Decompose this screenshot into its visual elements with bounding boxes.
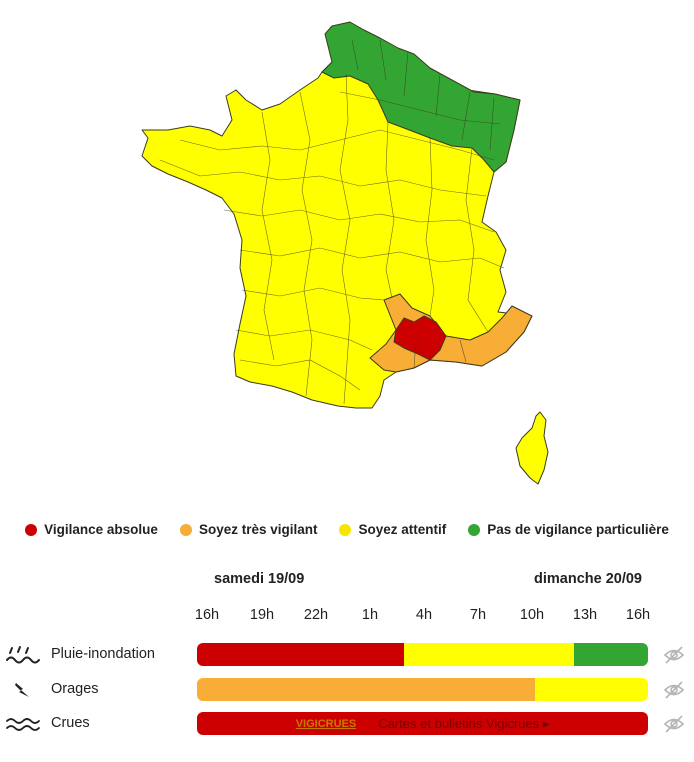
row-crues: Crues VIGICRUES Cartes et bulletins Vigi… <box>0 711 694 737</box>
legend-label: Soyez attentif <box>358 522 447 537</box>
hour-tick: 1h <box>361 607 379 623</box>
legend: Vigilance absolue Soyez très vigilant So… <box>0 522 694 537</box>
day-label-saturday: samedi 19/09 <box>214 571 305 587</box>
eye-hidden-icon[interactable] <box>663 680 685 700</box>
eye-hidden-icon[interactable] <box>663 645 685 665</box>
vigilance-map <box>141 21 549 485</box>
corsica[interactable] <box>515 411 549 485</box>
timeline-segment-orange <box>197 678 536 701</box>
hour-tick: 10h <box>519 607 545 623</box>
lightning-icon <box>15 683 29 697</box>
eye-hidden-icon[interactable] <box>663 714 685 734</box>
hour-tick: 7h <box>469 607 487 623</box>
timeline-bar[interactable]: VIGICRUES Cartes et bulletins Vigicrues … <box>197 712 648 735</box>
hour-tick: 16h <box>194 607 220 623</box>
legend-item-red: Vigilance absolue <box>25 522 158 537</box>
vigicrues-logo[interactable]: VIGICRUES <box>295 717 357 730</box>
timeline-segment-green <box>573 643 648 666</box>
vigicrues-overlay: VIGICRUES Cartes et bulletins Vigicrues … <box>197 712 648 735</box>
hour-tick: 4h <box>415 607 433 623</box>
legend-item-orange: Soyez très vigilant <box>179 522 318 537</box>
hour-scale: 16h 19h 22h 1h 4h 7h 10h 13h 16h <box>195 607 655 627</box>
hour-tick: 13h <box>572 607 598 623</box>
region-green[interactable] <box>321 21 521 173</box>
legend-label: Soyez très vigilant <box>198 522 318 537</box>
region-red[interactable] <box>393 315 447 361</box>
rain-flood-icon <box>6 646 40 664</box>
row-label: Orages <box>51 681 99 697</box>
hour-tick: 19h <box>249 607 275 623</box>
timeline-segment-red <box>197 712 648 735</box>
orange-dot-icon <box>179 523 192 536</box>
timeline-bar[interactable] <box>197 643 648 666</box>
vigicrues-link[interactable]: Cartes et bulletins Vigicrues ▸ <box>378 715 550 731</box>
row-pluie-inondation: Pluie-inondation <box>0 642 694 668</box>
row-label: Crues <box>51 715 90 731</box>
legend-label: Vigilance absolue <box>44 522 158 537</box>
timeline-bar[interactable] <box>197 678 648 701</box>
timeline-segment-yellow <box>535 678 648 701</box>
waves-icon <box>6 718 40 731</box>
hour-tick: 16h <box>625 607 651 623</box>
legend-label: Pas de vigilance particulière <box>487 522 669 537</box>
yellow-dot-icon <box>339 523 352 536</box>
legend-item-yellow: Soyez attentif <box>339 522 446 537</box>
timeline-segment-red <box>197 643 405 666</box>
green-dot-icon <box>468 523 481 536</box>
legend-item-green: Pas de vigilance particulière <box>468 522 669 537</box>
row-orages: Orages <box>0 677 694 703</box>
hour-tick: 22h <box>303 607 329 623</box>
day-label-sunday: dimanche 20/09 <box>534 571 642 587</box>
red-dot-icon <box>25 523 38 536</box>
timeline-segment-yellow <box>404 643 574 666</box>
row-label: Pluie-inondation <box>51 646 155 662</box>
